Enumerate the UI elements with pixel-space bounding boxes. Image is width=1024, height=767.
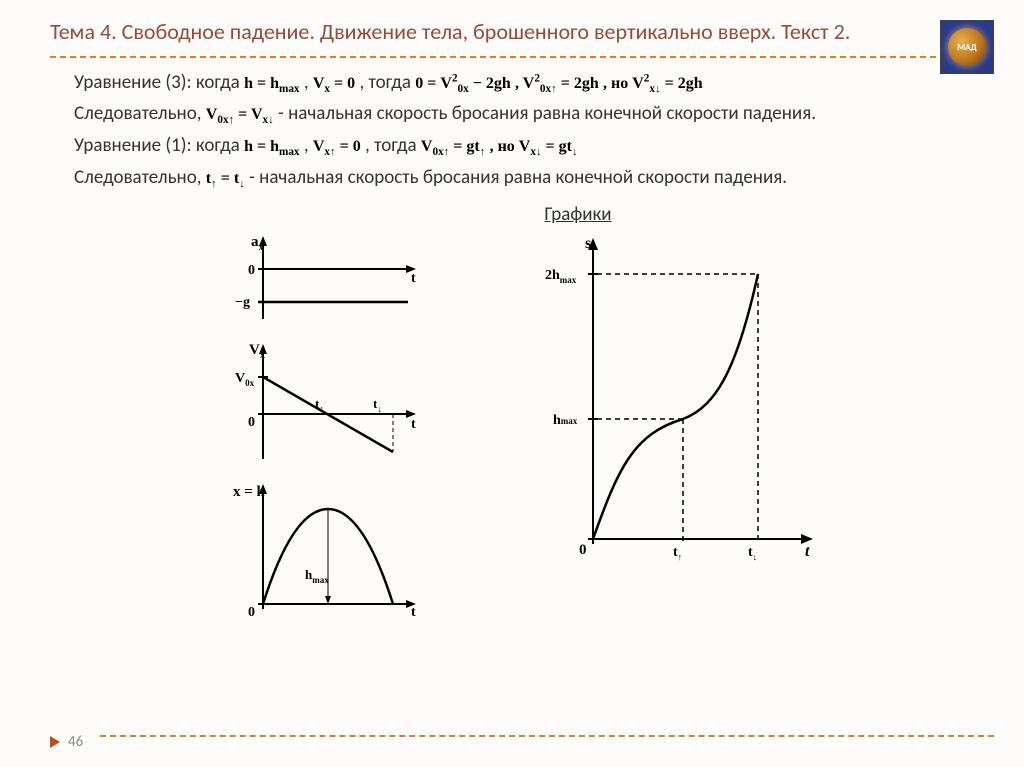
svg-text:t: t bbox=[805, 543, 810, 560]
svg-text:0: 0 bbox=[248, 605, 255, 620]
f-v0xup-eq: V0x↑ = Vx↓ bbox=[206, 106, 274, 123]
svg-text:2hmax: 2hmax bbox=[545, 268, 577, 285]
right-graph: s 0 t hmax t↑ 2hmax t↓ bbox=[523, 234, 823, 574]
line-2: Следовательно, V0x↑ = Vx↓ - начальная ск… bbox=[50, 101, 986, 129]
svg-text:V0x: V0x bbox=[235, 371, 255, 388]
footer-divider bbox=[100, 735, 994, 737]
svg-text:0: 0 bbox=[248, 263, 255, 278]
svg-text:−g: −g bbox=[235, 295, 250, 310]
f-h-hmax2: h = hmax bbox=[244, 138, 299, 155]
line-4: Следовательно, t↑ = t↓ - начальная скоро… bbox=[50, 165, 986, 193]
logo: МАД bbox=[940, 20, 994, 74]
svg-text:t↑: t↑ bbox=[673, 545, 682, 562]
svg-text:hmax: hmax bbox=[305, 567, 329, 585]
svg-text:hmax: hmax bbox=[553, 413, 578, 428]
footer-arrow-icon bbox=[50, 736, 60, 748]
graphs-heading: Графики bbox=[170, 203, 986, 226]
graphs-row: ax 0 t −g Vx 0 t V0x bbox=[50, 234, 986, 624]
slide-title: Тема 4. Свободное падение. Движение тела… bbox=[50, 18, 986, 46]
f-tup-tdown: t↑ = t↓ bbox=[206, 170, 245, 187]
f-v0xup-gt: V0x↑ = gt↑ bbox=[421, 138, 485, 155]
title-divider bbox=[50, 56, 986, 58]
page-number: 46 bbox=[68, 733, 83, 751]
svg-text:0: 0 bbox=[248, 415, 255, 430]
svg-text:t↓: t↓ bbox=[373, 396, 382, 414]
footer: 46 bbox=[50, 733, 83, 751]
svg-text:t↓: t↓ bbox=[748, 545, 757, 562]
f-eq3: 0 = V20x − 2gh bbox=[415, 75, 510, 92]
f-vxdown: V2x↓ = 2gh bbox=[632, 75, 702, 92]
f-v0xup: V20x↑ = 2gh bbox=[523, 75, 599, 92]
svg-text:t↑: t↑ bbox=[315, 396, 324, 414]
f-h-hmax: h = hmax bbox=[244, 75, 299, 92]
left-graphs: ax 0 t −g Vx 0 t V0x bbox=[213, 234, 433, 624]
f-vxup-0: Vx↑ = 0 bbox=[313, 138, 361, 155]
svg-text:t: t bbox=[411, 417, 416, 432]
f-vx-0: Vx = 0 bbox=[313, 75, 355, 92]
svg-text:t: t bbox=[411, 271, 416, 286]
l1a: Уравнение (3): когда bbox=[74, 71, 244, 94]
f-vxdown-gt: Vx↓ = gt↓ bbox=[519, 138, 578, 155]
line-3: Уравнение (1): когда h = hmax , Vx↑ = 0 … bbox=[50, 133, 986, 161]
svg-text:0: 0 bbox=[579, 542, 587, 558]
svg-text:t: t bbox=[411, 605, 416, 620]
line-1: Уравнение (3): когда h = hmax , Vx = 0 ,… bbox=[50, 70, 986, 98]
logo-inner: МАД bbox=[948, 28, 986, 66]
